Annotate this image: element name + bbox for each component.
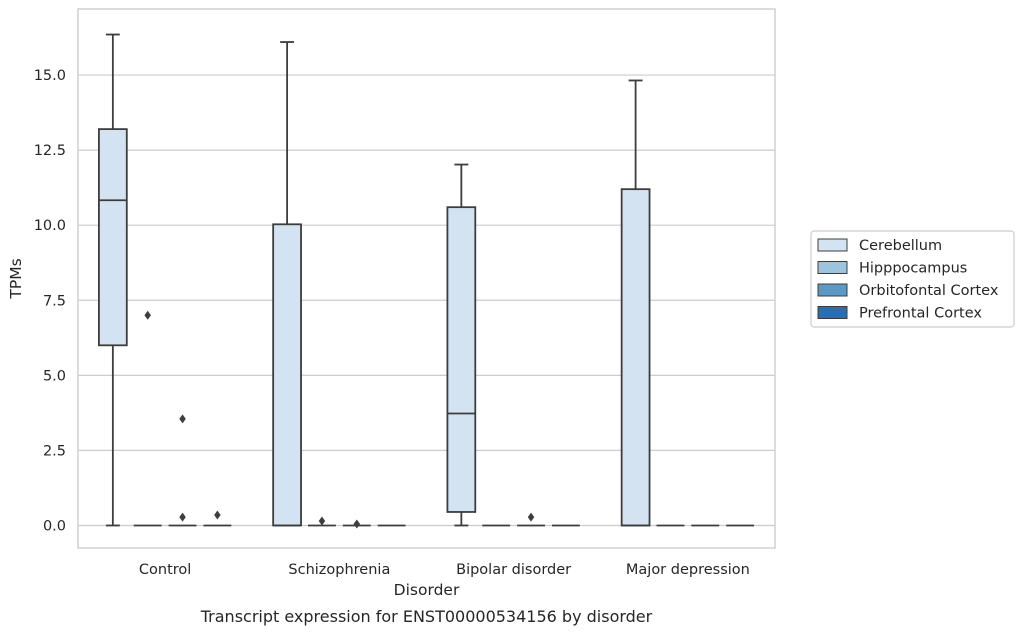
y-tick-label: 10.0 (34, 218, 66, 234)
box-orbitofontal-cortex (517, 512, 545, 527)
chart-caption: Transcript expression for ENST0000053415… (200, 607, 653, 626)
outlier-point (214, 510, 221, 520)
legend-swatch (817, 238, 848, 252)
x-axis-ticks: Control Schizophrenia Bipolar disorder Majo… (139, 562, 750, 578)
outlier-point (179, 414, 186, 424)
box-iqr (272, 223, 302, 527)
outlier-point (527, 512, 535, 522)
box-cerebellum (620, 79, 651, 527)
plot-frame (77, 8, 776, 549)
x-tick-label: Control (139, 562, 191, 578)
box-orbitofontal-cortex (342, 519, 371, 529)
gridlines (78, 74, 775, 527)
x-tick-label: Major depression (626, 562, 750, 578)
box-cerebellum (272, 41, 302, 527)
legend: Cerebellum Hipppocampus Orbitofontal Corte… (810, 230, 1015, 328)
legend-entry: Orbitofontal Cortex (859, 283, 999, 299)
legend-entry: Hipppocampus (859, 261, 967, 277)
outlier-point (353, 519, 361, 529)
box-orbitofontal-cortex (168, 414, 197, 527)
box-prefrontal-cortex (203, 510, 232, 527)
box-cerebellum (446, 163, 477, 527)
legend-entry: Prefrontal Cortex (859, 306, 982, 322)
x-tick-label: Schizophrenia (288, 562, 390, 578)
box-iqr (446, 206, 477, 513)
boxes (98, 33, 755, 529)
box-iqr (620, 188, 651, 527)
legend-frame (810, 230, 1015, 328)
y-axis-ticks: 0.0 2.5 5.0 7.5 10.0 12.5 15.0 (34, 68, 66, 534)
legend-swatch (817, 261, 848, 274)
y-tick-label: 7.5 (43, 293, 66, 309)
outlier-point (144, 310, 151, 320)
outlier-point (318, 516, 326, 526)
box-iqr (98, 128, 128, 347)
y-tick-label: 15.0 (34, 68, 66, 84)
box-hipppocampus (133, 310, 162, 527)
box-cerebellum (98, 33, 128, 527)
y-tick-label: 2.5 (43, 443, 66, 459)
legend-swatch (817, 283, 848, 297)
y-tick-label: 0.0 (43, 518, 66, 534)
x-axis-label: Disorder (394, 581, 460, 599)
legend-entry: Cerebellum (859, 238, 942, 254)
x-tick-label: Bipolar disorder (456, 562, 571, 578)
y-axis-label: TPMs (7, 258, 25, 299)
outlier-point (179, 512, 186, 522)
legend-swatch (817, 306, 848, 319)
y-tick-label: 12.5 (34, 143, 66, 159)
box-hipppocampus (308, 516, 336, 527)
y-tick-label: 5.0 (43, 368, 66, 384)
